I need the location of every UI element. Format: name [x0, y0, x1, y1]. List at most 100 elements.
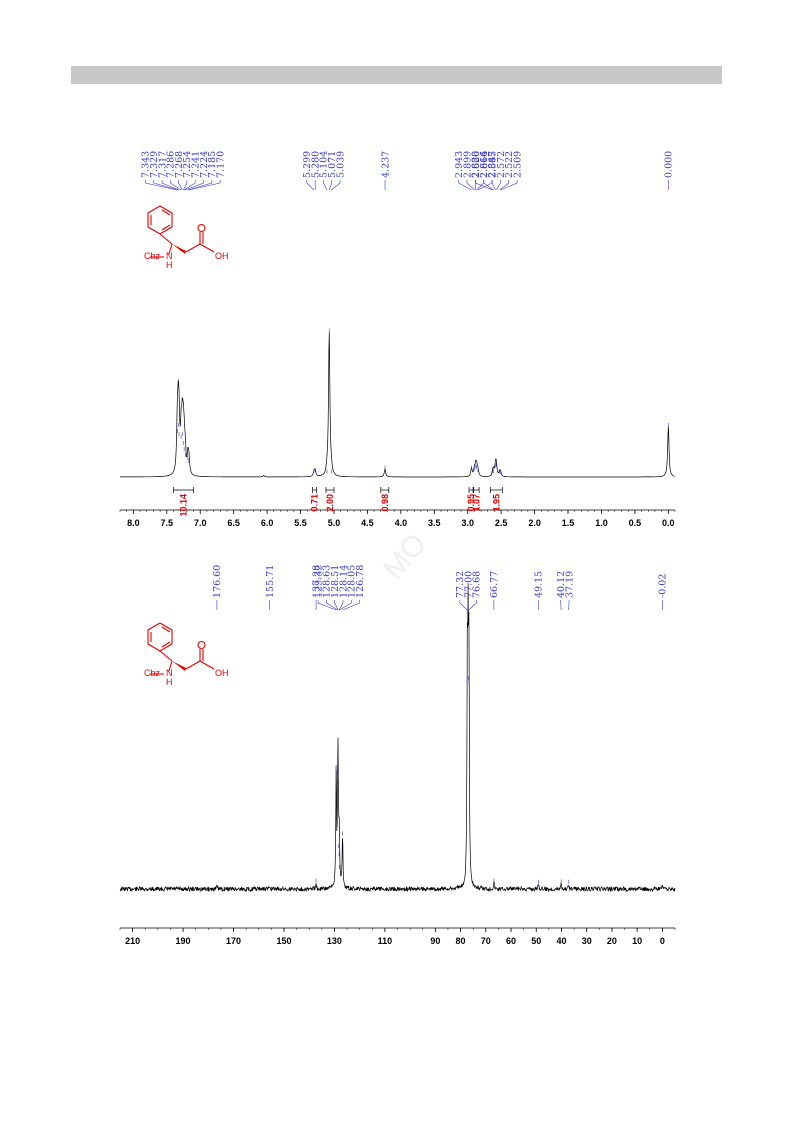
integral-value: 2.00: [325, 494, 335, 512]
c13-nmr-spectrum: 210 190 170 150 130 110 90 80 70 60 50 40 30 20 10 0 176…: [119, 565, 676, 946]
integral-value: 1.07: [471, 494, 481, 512]
x-axis-tick-label: 210: [125, 936, 140, 946]
peak-label: 2.522: [504, 151, 515, 178]
integral-value: 1.95: [492, 494, 502, 512]
peak-label: 40.12: [556, 571, 567, 598]
nh-label: H: [166, 260, 173, 270]
peak-label: 7.185: [207, 151, 218, 178]
peak-label-connector: [338, 600, 344, 611]
peak-label: 2.866: [479, 151, 490, 178]
x-axis-tick-label: 0.0: [662, 518, 675, 528]
peak-label: 5.039: [335, 151, 346, 178]
x-axis-tick-label: 30: [582, 936, 592, 946]
x-axis-tick-label: 7.5: [161, 518, 174, 528]
peak-label: 5.280: [310, 151, 321, 178]
peak-label: 77.32: [455, 571, 466, 598]
molecule-structure-1: Cbz N H OH: [144, 205, 229, 270]
peak-label-connector: [306, 180, 315, 191]
peak-label-connector: [459, 600, 468, 611]
peak-label: 128.63: [322, 565, 333, 598]
peak-label-connector: [560, 600, 562, 611]
peak-label: 2.585: [488, 151, 499, 178]
peak-label-connector: [477, 180, 493, 191]
molecule-drawing: [147, 205, 215, 258]
peak-label-connector: [188, 180, 221, 191]
peak-label-connector: [458, 180, 472, 191]
peak-label-connector: [475, 180, 493, 191]
peak-label-connector: [483, 180, 494, 191]
peak-label: 2.614: [479, 151, 490, 178]
x-axis-tick-label: 90: [430, 936, 440, 946]
peak-label: 128.05: [347, 565, 358, 598]
peak-label: 49.15: [534, 571, 545, 598]
peak-label-connector: [178, 180, 183, 191]
x-axis-tick-label: 1.5: [562, 518, 575, 528]
x-axis-tick-label: 4.0: [395, 518, 408, 528]
peak-label-connector: [342, 600, 360, 611]
peak-label: 5.299: [302, 151, 313, 178]
x-axis-tick-label: 2.5: [495, 518, 508, 528]
spectrum-trace: [120, 331, 676, 478]
x-axis-tick-label: 2.0: [528, 518, 541, 528]
n-label: N: [166, 668, 173, 678]
peak-label: 76.68: [472, 571, 483, 598]
x-axis-tick-label: 3.5: [428, 518, 441, 528]
x-axis-tick-label: 7.0: [194, 518, 207, 528]
x-axis-tick-label: 170: [226, 936, 241, 946]
nh-label: H: [166, 677, 173, 687]
peak-label: 176.60: [212, 565, 223, 598]
oh-label: OH: [215, 251, 229, 261]
x-axis-tick-label: 3.0: [461, 518, 474, 528]
oh-label: OH: [215, 668, 229, 678]
peak-label-connector: [468, 600, 477, 611]
x-axis-tick-label: 6.0: [261, 518, 274, 528]
peak-label: 128.51: [330, 565, 341, 598]
peak-label: 126.78: [355, 565, 366, 598]
peak-label: 155.71: [265, 565, 276, 598]
peak-label: 2.847: [487, 151, 498, 178]
peak-label: 7.343: [141, 151, 152, 178]
peak-label: 2.943: [454, 151, 465, 178]
integral-value: 10.14: [179, 494, 189, 517]
peak-label-connector: [331, 180, 341, 191]
x-axis-tick-label: 10: [632, 936, 642, 946]
peak-label: 7.224: [199, 151, 210, 178]
peak-label: 66.77: [489, 571, 500, 598]
x-axis-tick-label: 5.5: [294, 518, 307, 528]
peak-label: 5.071: [327, 151, 338, 178]
peak-label: 7.317: [157, 151, 168, 178]
peak-label-connector: [466, 180, 475, 191]
x-axis-tick-label: 1.0: [595, 518, 608, 528]
peak-label: 2.509: [512, 151, 523, 178]
peak-label: 7.170: [215, 151, 226, 178]
integral-value: 0.71: [310, 494, 320, 512]
x-axis-tick-label: 5.0: [328, 518, 341, 528]
peak-label: 0.000: [664, 151, 675, 178]
peak-label-connector: [326, 600, 339, 611]
peak-label-connector: [323, 180, 328, 191]
peak-label: 7.329: [149, 151, 160, 178]
x-axis-tick-label: 190: [176, 936, 191, 946]
x-axis-tick-label: 110: [378, 936, 393, 946]
x-axis-tick-label: 130: [327, 936, 342, 946]
x-axis-tick-label: 0: [660, 936, 665, 946]
peak-label-connector: [185, 180, 204, 191]
n-label: N: [166, 251, 173, 261]
x-axis-tick-label: 60: [506, 936, 516, 946]
peak-label-connector: [187, 180, 213, 191]
peak-label-connector: [334, 600, 339, 611]
peak-label: 7.268: [174, 151, 185, 178]
spectrum-trace: [119, 583, 676, 893]
header-bar: [71, 66, 722, 84]
peak-label: 2.880: [471, 151, 482, 178]
peak-label-connector: [317, 600, 337, 611]
peak-label-connector: [145, 180, 178, 191]
peak-label: 7.241: [191, 151, 202, 178]
x-axis-tick-label: 80: [456, 936, 466, 946]
peak-label-connector: [491, 180, 496, 191]
peak-label: 129.32: [313, 565, 324, 598]
peak-label: -0.02: [658, 574, 669, 598]
peak-label: 5.104: [319, 151, 330, 178]
cbz-label: Cbz: [144, 251, 161, 261]
